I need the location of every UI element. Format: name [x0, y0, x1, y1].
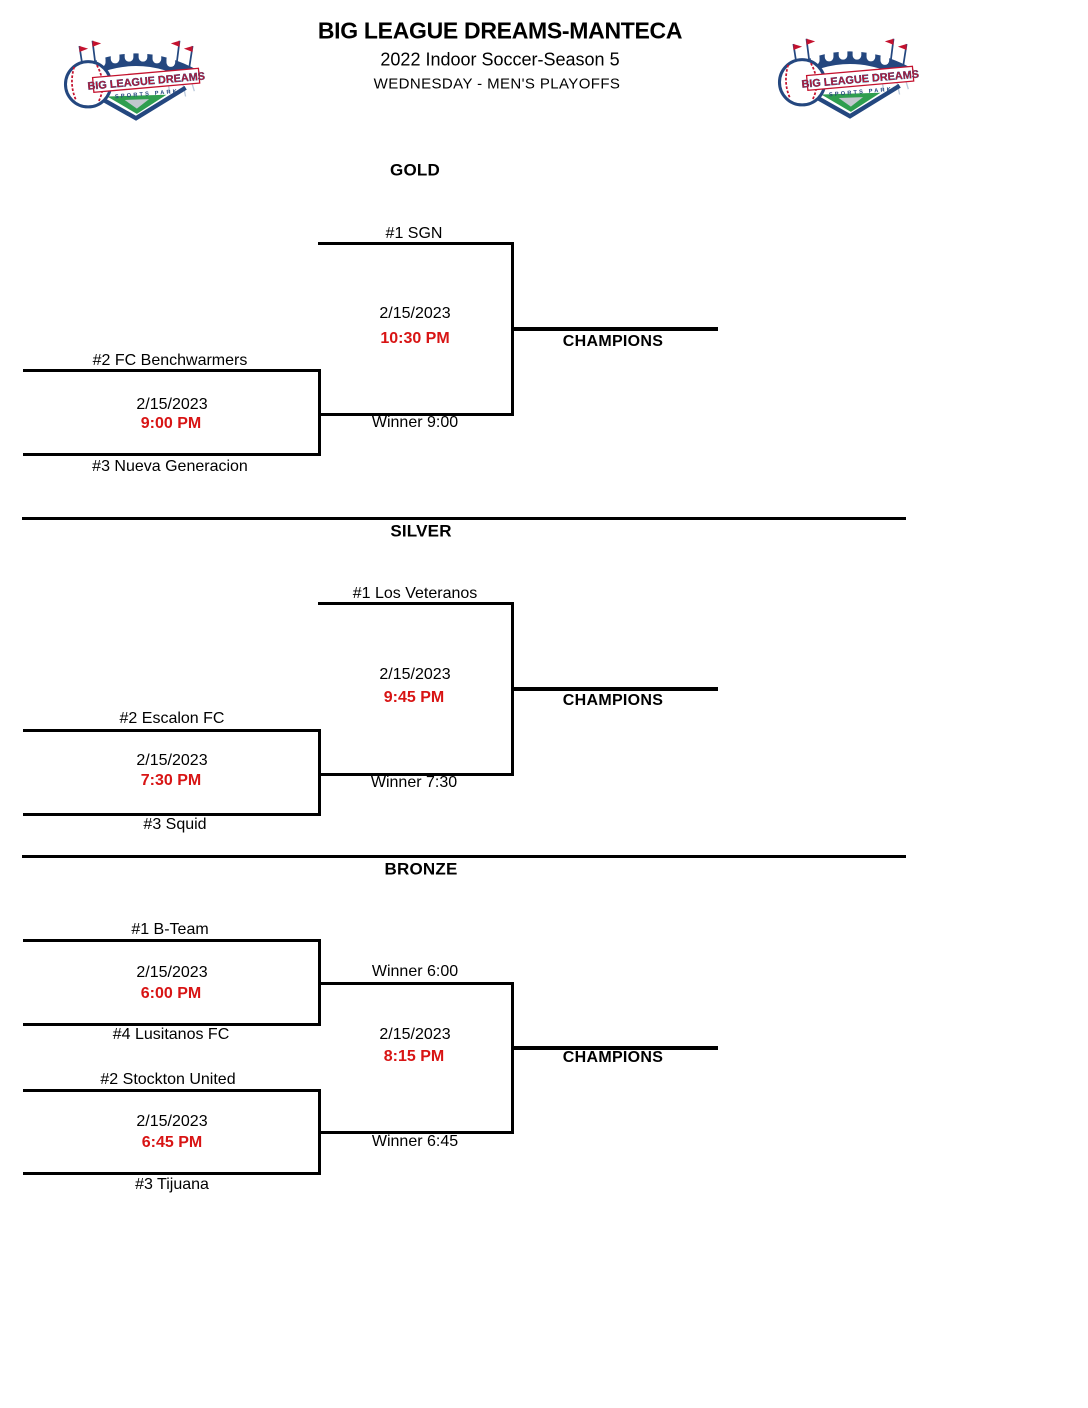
silver-bronze-divider: [22, 855, 906, 858]
big-league-dreams-logo-right: BIG LEAGUE DREAMS SPORTS PARKS: [777, 38, 920, 119]
silver-champions-line: [511, 687, 718, 691]
gold-semi-time: 9:00 PM: [140, 415, 202, 432]
gold-champions-line: [511, 327, 718, 331]
gold-champions-label: CHAMPIONS: [562, 333, 664, 350]
bronze-final-winner-top-label: Winner 6:00: [371, 963, 459, 980]
gold-final-winner-label: Winner 9:00: [371, 414, 459, 431]
bronze-semi1-time: 6:00 PM: [140, 985, 202, 1002]
silver-final-time: 9:45 PM: [383, 689, 445, 706]
gold-silver-divider: [22, 517, 906, 520]
silver-final-top-line: [318, 602, 514, 605]
bronze-semi2-bottom-line: [23, 1172, 321, 1175]
gold-final-bottom-line: [318, 413, 514, 416]
bronze-semi1-date: 2/15/2023: [136, 964, 208, 981]
bronze-semi1-top-team: #1 B-Team: [131, 921, 209, 938]
silver-semi-top-line: [23, 729, 321, 732]
big-league-dreams-logo-left: BIG LEAGUE DREAMS SPORTS PARKS: [63, 40, 206, 121]
silver-final-bottom-line: [318, 773, 514, 776]
page-title: BIG LEAGUE DREAMS-MANTECA: [317, 17, 683, 44]
gold-semi-date: 2/15/2023: [136, 396, 208, 413]
bronze-semi2-top-line: [23, 1089, 321, 1092]
silver-champions-label: CHAMPIONS: [562, 692, 664, 709]
silver-semi-right-line: [318, 729, 321, 816]
bronze-final-time: 8:15 PM: [383, 1048, 445, 1065]
gold-semi-bottom-line: [23, 453, 321, 456]
gold-semi-top-line: [23, 369, 321, 372]
gold-semi-bottom-team: #3 Nueva Generacion: [92, 458, 248, 475]
event-subtitle: WEDNESDAY - MEN'S PLAYOFFS: [373, 75, 621, 93]
bronze-champions-line: [511, 1046, 718, 1050]
silver-heading: SILVER: [390, 521, 452, 541]
bronze-semi2-right-line: [318, 1089, 321, 1175]
silver-semi-bottom-line: [23, 813, 321, 816]
bronze-semi2-bottom-team: #3 Tijuana: [135, 1176, 209, 1193]
silver-final-winner-label: Winner 7:30: [370, 774, 458, 791]
gold-semi-top-team: #2 FC Benchwarmers: [92, 352, 248, 369]
gold-final-top-line: [318, 242, 514, 245]
silver-semi-top-team: #2 Escalon FC: [119, 710, 225, 727]
bronze-champions-label: CHAMPIONS: [562, 1049, 664, 1066]
bronze-final-top-line: [318, 982, 514, 985]
bronze-semi1-top-line: [23, 939, 321, 942]
gold-final-date: 2/15/2023: [379, 305, 451, 322]
bronze-final-winner-bottom-label: Winner 6:45: [371, 1133, 459, 1150]
gold-final-time: 10:30 PM: [380, 330, 450, 347]
bronze-semi2-time: 6:45 PM: [141, 1134, 203, 1151]
bronze-heading: BRONZE: [384, 859, 458, 879]
bronze-final-right-line: [511, 982, 514, 1134]
gold-semi-right-line: [318, 369, 321, 456]
season-subtitle: 2022 Indoor Soccer-Season 5: [380, 49, 620, 70]
silver-semi-date: 2/15/2023: [136, 752, 208, 769]
bronze-semi1-bottom-team: #4 Lusitanos FC: [112, 1026, 230, 1043]
silver-final-date: 2/15/2023: [379, 666, 451, 683]
bronze-semi1-bottom-line: [23, 1023, 321, 1026]
silver-final-top-team: #1 Los Veteranos: [352, 585, 478, 602]
bronze-final-date: 2/15/2023: [379, 1026, 451, 1043]
silver-semi-time: 7:30 PM: [140, 772, 202, 789]
gold-final-top-team: #1 SGN: [385, 225, 443, 242]
gold-heading: GOLD: [390, 160, 440, 180]
silver-semi-bottom-team: #3 Squid: [143, 816, 207, 833]
bronze-semi2-date: 2/15/2023: [136, 1113, 208, 1130]
bronze-final-bottom-line: [318, 1131, 514, 1134]
bronze-semi2-top-team: #2 Stockton United: [100, 1071, 236, 1088]
